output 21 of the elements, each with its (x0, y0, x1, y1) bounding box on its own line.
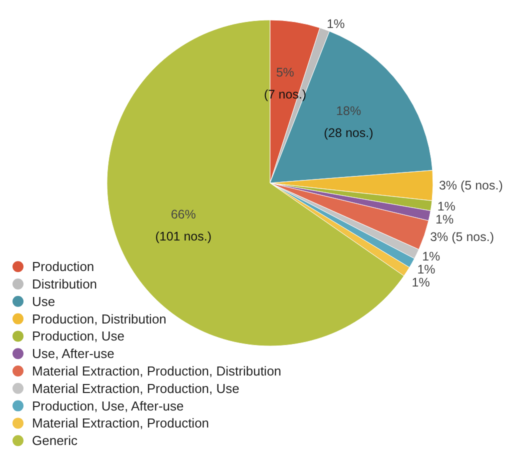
legend-label: Material Extraction, Production, Distribution (32, 364, 282, 378)
legend-label: Use, After-use (32, 346, 114, 362)
data-label: 66% (101 nos.) (155, 207, 212, 244)
data-label: 3% (5 nos.) (438, 178, 503, 193)
data-label: 1% (326, 16, 345, 31)
data-label: 1% (412, 276, 430, 290)
data-label: 1% (436, 212, 454, 227)
legend-label: Distribution (32, 276, 98, 292)
data-label: 3% (5 nos.) (430, 230, 494, 244)
legend-label: Production (32, 259, 94, 274)
legend-label: Production, Use, After-use (32, 398, 184, 414)
legend-label: Material Extraction, Production (32, 416, 210, 431)
legend-label: Material Extraction, Production, Use (32, 380, 240, 396)
legend-label: Generic (32, 433, 78, 448)
legend-label: Use (32, 294, 56, 309)
data-label: 18% (28 nos.) (324, 104, 374, 140)
data-label: 1% (437, 200, 456, 214)
data-label: 1% (417, 262, 436, 277)
legend-label: Production, Use (32, 328, 124, 344)
legend-label: Production, Distribution (32, 311, 166, 326)
data-label: 1% (422, 250, 440, 264)
